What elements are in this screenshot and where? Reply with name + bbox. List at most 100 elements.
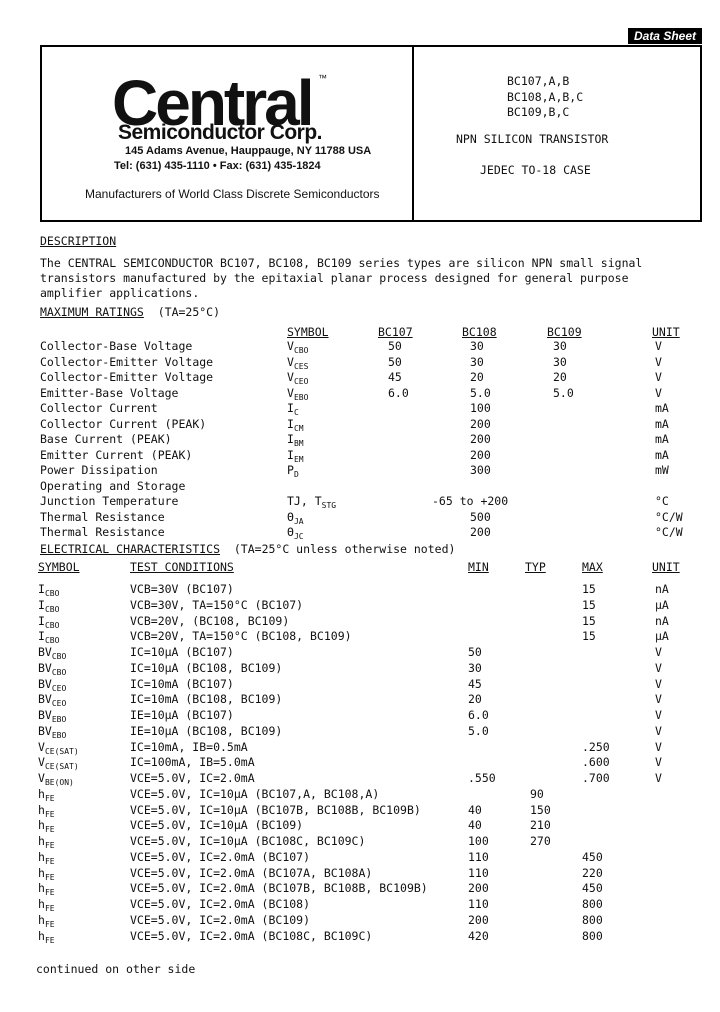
trademark: ™: [318, 73, 327, 83]
min-value: 30: [468, 660, 482, 675]
max-value: 800: [582, 897, 603, 911]
unit: V: [655, 771, 662, 785]
test-condition: VCE=5.0V, IC=2.0mA (BC107A, BC108A): [130, 865, 373, 880]
electrical-heading: ELECTRICAL CHARACTERISTICS: [40, 542, 221, 556]
symbol: VBE(ON): [38, 771, 74, 787]
characteristic-row: VCE(SAT) IC=10mA, IB=0.5mA .250 V: [0, 739, 720, 756]
col-bc109: BC109: [547, 325, 582, 339]
symbol-sub: FE: [44, 793, 55, 803]
symbol-sub: CBO: [51, 652, 67, 661]
min-value: 40: [468, 802, 482, 817]
symbol-sub: CBO: [44, 589, 60, 598]
characteristic-row: hFE VCE=5.0V, IC=10µA (BC107B, BC108B, BC…: [0, 802, 720, 819]
rating-row: Thermal Resistance ΘJA 500 °C/W: [0, 509, 720, 526]
bc109-value: 20: [553, 370, 567, 384]
test-condition: VCE=5.0V, IC=2.0mA (BC108C, BC109C): [130, 928, 373, 943]
col-bc107: BC107: [378, 325, 413, 339]
symbol-base: h: [38, 802, 45, 817]
symbol: BVEBO: [38, 708, 66, 724]
symbol-base: Θ: [287, 509, 294, 524]
symbol-base: BV: [38, 660, 52, 675]
symbol-base: h: [38, 881, 45, 896]
symbol: BVEBO: [38, 724, 66, 740]
unit: V: [655, 676, 662, 691]
symbol-sub: FE: [44, 904, 55, 913]
symbol-base: I: [38, 597, 45, 612]
col-symbol: SYMBOL: [38, 560, 80, 574]
symbol-base: h: [38, 849, 45, 864]
parameter: Thermal Resistance: [40, 509, 165, 524]
symbol: ICBO: [38, 614, 59, 630]
symbol: IEM: [287, 448, 304, 464]
col-test-conditions: TEST CONDITIONS: [130, 560, 234, 574]
typ-value: 210: [530, 818, 551, 833]
unit: V: [655, 645, 662, 659]
unit: µA: [655, 629, 669, 644]
bc108-value: 500: [470, 509, 491, 524]
min-value: 6.0: [468, 708, 489, 722]
footer-note: continued on other side: [36, 962, 196, 976]
symbol-sub: FE: [44, 919, 55, 929]
test-condition: VCB=20V, (BC108, BC109): [130, 613, 290, 628]
symbol-sub: EBO: [51, 730, 67, 740]
bc109-value: 5.0: [553, 385, 574, 400]
min-value: 45: [468, 676, 482, 691]
test-condition: VCB=30V (BC107): [130, 582, 234, 596]
bc109-value: 30: [553, 339, 567, 353]
max-value: 800: [582, 912, 603, 927]
rating-row: Power Dissipation PD 300 mW: [0, 463, 720, 479]
symbol: ICBO: [38, 598, 59, 614]
test-condition: VCE=5.0V, IC=2.0mA (BC107): [130, 849, 311, 864]
bc108-value: 200: [470, 525, 491, 539]
characteristic-row: hFE VCE=5.0V, IC=10µA (BC107,A, BC108,A) 9…: [0, 786, 720, 803]
characteristic-row: hFE VCE=5.0V, IC=2.0mA (BC108C, BC109C) 42…: [0, 928, 720, 945]
symbol: TJ, TSTG: [287, 494, 336, 510]
symbol: IC: [287, 401, 299, 417]
characteristic-row: BVEBO IE=10µA (BC107) 6.0 V: [0, 708, 720, 724]
unit: mA: [655, 416, 669, 431]
max-ratings-condition: (TA=25°C): [157, 305, 221, 319]
unit: V: [655, 385, 662, 400]
test-condition: VCE=5.0V, IC=2.0mA: [130, 771, 255, 785]
characteristic-row: ICBO VCB=20V, TA=150°C (BC108, BC109) 15 µA: [0, 629, 720, 645]
symbol-sub: FE: [44, 888, 55, 898]
rating-row: Collector Current IC 100 mA: [0, 401, 720, 417]
symbol-sub: CEO: [51, 683, 67, 693]
symbol-base: BV: [38, 676, 52, 691]
bc107-value: 6.0: [388, 385, 409, 400]
characteristic-row: hFE VCE=5.0V, IC=10µA (BC108C, BC109C) 100…: [0, 834, 720, 850]
logo-semiconductor-corp: Semiconductor Corp.: [118, 121, 323, 144]
symbol-sub: EBO: [51, 715, 67, 724]
characteristic-row: hFE VCE=5.0V, IC=2.0mA (BC109) 200 800: [0, 912, 720, 929]
description-line: The CENTRAL SEMICONDUCTOR BC107, BC108, …: [40, 256, 643, 270]
max-value: 15: [582, 582, 596, 596]
unit: V: [655, 339, 662, 353]
bc108-value: 200: [470, 447, 491, 462]
test-condition: VCE=5.0V, IC=2.0mA (BC107B, BC108B, BC10…: [130, 881, 428, 896]
characteristic-row: BVCBO IC=10µA (BC108, BC109) 30 V: [0, 660, 720, 677]
part-number: BC107,A,B: [507, 74, 570, 88]
symbol-sub: CE(SAT): [44, 762, 79, 772]
characteristic-row: BVCBO IC=10µA (BC107) 50 V: [0, 645, 720, 661]
symbol-sub: C: [293, 408, 299, 417]
symbol-base: P: [287, 463, 294, 477]
part-number: BC108,A,B,C: [507, 90, 584, 104]
bc108-value: 300: [470, 463, 491, 477]
unit: µA: [655, 597, 669, 612]
test-condition: VCE=5.0V, IC=10µA (BC109): [130, 818, 304, 833]
test-condition: IC=10µA (BC108, BC109): [130, 660, 283, 675]
parameter: Collector-Emitter Voltage: [40, 370, 214, 384]
parameter: Collector-Emitter Voltage: [40, 354, 214, 369]
symbol-sub: EBO: [293, 392, 309, 402]
symbol-base: h: [38, 786, 45, 801]
symbol-sub: FE: [44, 841, 55, 850]
symbol-base: V: [287, 339, 294, 353]
bc108-value: 30: [470, 354, 484, 369]
characteristic-row: ICBO VCB=30V, TA=150°C (BC107) 15 µA: [0, 597, 720, 614]
test-condition: VCB=30V, TA=150°C (BC107): [130, 597, 304, 612]
symbol-base: h: [38, 865, 45, 880]
bc108-value: 30: [470, 339, 484, 353]
parameter: Collector-Base Voltage: [40, 339, 193, 353]
characteristic-row: BVEBO IE=10µA (BC108, BC109) 5.0 V: [0, 724, 720, 740]
test-condition: IC=10mA, IB=0.5mA: [130, 739, 248, 754]
